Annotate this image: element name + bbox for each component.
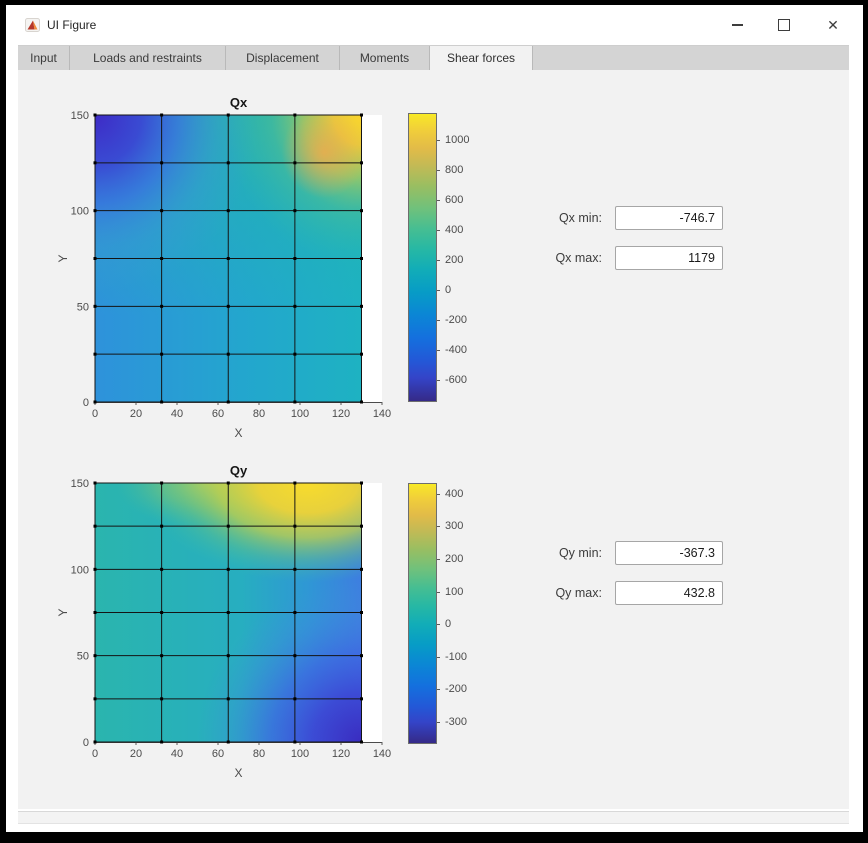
- colorbar-tick-label: 200: [445, 253, 464, 266]
- colorbar-tick-label: 300: [445, 520, 464, 533]
- qx-max-label: Qx max:: [555, 251, 602, 265]
- y-tick-label: 0: [83, 737, 89, 749]
- x-tick-label: 20: [130, 408, 142, 420]
- x-tick-label: 120: [332, 748, 350, 760]
- qy-colorbar: 400 300 200 100 0 -100 -200 -300: [408, 483, 503, 744]
- colorbar-tick-mark: [437, 591, 440, 593]
- minimize-button[interactable]: [719, 11, 755, 39]
- qy-min-field[interactable]: [615, 541, 723, 565]
- window-title: UI Figure: [47, 18, 97, 32]
- y-tick-label: 50: [77, 651, 89, 663]
- matlab-icon: [25, 18, 40, 32]
- colorbar-tick-label: 600: [445, 193, 464, 206]
- y-tick-label: 100: [71, 564, 89, 576]
- colorbar-tick-label: -600: [445, 373, 468, 386]
- colorbar-tick-label: 800: [445, 163, 464, 176]
- colorbar-tick-label: -200: [445, 683, 468, 696]
- y-tick-label: 100: [71, 206, 89, 218]
- colorbar-tick-mark: [437, 319, 440, 321]
- tab-bar: Input Loads and restraints Displacement …: [18, 45, 849, 70]
- y-tick-label: 50: [77, 301, 89, 313]
- shear-forces-panel: 0 20 40 60 80 100 120 140 0 50 100 150 Qx X Y 1000 800 6…: [18, 70, 849, 809]
- plot-title: Qx: [230, 95, 248, 110]
- qx-colorbar-gradient: [408, 113, 437, 402]
- y-tick-label: 150: [71, 478, 89, 490]
- plot-title: Qy: [230, 463, 248, 478]
- x-axis-label: X: [234, 766, 242, 780]
- mesh-nodes: [93, 481, 363, 744]
- x-tick-label: 80: [253, 408, 265, 420]
- close-button[interactable]: ✕: [815, 11, 851, 39]
- colorbar-tick-label: -100: [445, 650, 468, 663]
- colorbar-tick-label: 100: [445, 585, 464, 598]
- close-icon: ✕: [827, 17, 839, 33]
- colorbar-tick-label: 400: [445, 223, 464, 236]
- x-axis-label: X: [234, 426, 242, 440]
- colorbar-tick-label: -400: [445, 343, 468, 356]
- colorbar-tick-mark: [437, 526, 440, 528]
- colorbar-tick-mark: [437, 169, 440, 171]
- qx-max-field[interactable]: [615, 246, 723, 270]
- y-tick-label: 0: [83, 397, 89, 409]
- colorbar-tick-label: 1000: [445, 133, 470, 146]
- tab-input[interactable]: Input: [18, 46, 70, 70]
- x-tick-label: 120: [332, 408, 350, 420]
- tab-shear-forces[interactable]: Shear forces: [430, 46, 533, 70]
- colorbar-tick-mark: [437, 722, 440, 724]
- qx-min-label: Qx min:: [558, 211, 602, 225]
- tab-displacement[interactable]: Displacement: [226, 46, 340, 70]
- qx-colorbar: 1000 800 600 400 200 0 -200 -400 -600: [408, 113, 503, 402]
- y-tick-label: 150: [71, 110, 89, 122]
- x-tick-label: 40: [171, 748, 183, 760]
- colorbar-tick-label: 0: [445, 283, 452, 296]
- qy-heatmap-plot: 0 20 40 60 80 100 120 140 0 50 100 150 Qy X Y: [56, 463, 391, 780]
- x-tick-label: 60: [212, 408, 224, 420]
- figure-bottom-strip: [18, 811, 849, 824]
- y-axis-label: Y: [56, 254, 70, 262]
- y-axis-label: Y: [56, 608, 70, 616]
- minimize-icon: [731, 24, 743, 26]
- colorbar-tick-mark: [437, 624, 440, 626]
- colorbar-tick-mark: [437, 493, 440, 495]
- colorbar-tick-mark: [437, 349, 440, 351]
- colorbar-tick-mark: [437, 379, 440, 381]
- x-tick-label: 140: [373, 748, 391, 760]
- x-tick-label: 60: [212, 748, 224, 760]
- colorbar-tick-mark: [437, 259, 440, 261]
- colorbar-tick-mark: [437, 199, 440, 201]
- x-tick-label: 80: [253, 748, 265, 760]
- maximize-icon: [778, 19, 790, 31]
- qy-min-label: Qy min:: [558, 546, 602, 560]
- colorbar-tick-mark: [437, 229, 440, 231]
- colorbar-tick-mark: [437, 289, 440, 291]
- x-tick-label: 0: [92, 408, 98, 420]
- qy-max-field[interactable]: [615, 581, 723, 605]
- tab-loads-and-restraints[interactable]: Loads and restraints: [70, 46, 226, 70]
- mesh-nodes: [93, 113, 363, 404]
- x-tick-label: 140: [373, 408, 391, 420]
- colorbar-tick-mark: [437, 139, 440, 141]
- qy-max-label: Qy max:: [555, 586, 602, 600]
- colorbar-tick-mark: [437, 656, 440, 658]
- x-tick-label: 40: [171, 408, 183, 420]
- colorbar-tick-label: 200: [445, 552, 464, 565]
- qy-colorbar-gradient: [408, 483, 437, 744]
- tab-moments[interactable]: Moments: [340, 46, 430, 70]
- titlebar: UI Figure ✕: [6, 5, 863, 45]
- x-tick-label: 100: [291, 408, 309, 420]
- colorbar-tick-mark: [437, 689, 440, 691]
- x-tick-label: 100: [291, 748, 309, 760]
- qx-min-field[interactable]: [615, 206, 723, 230]
- colorbar-tick-label: 0: [445, 618, 452, 631]
- colorbar-tick-label: -200: [445, 313, 468, 326]
- x-tick-label: 0: [92, 748, 98, 760]
- qx-heatmap-plot: 0 20 40 60 80 100 120 140 0 50 100 150 Qx X Y: [56, 95, 391, 440]
- maximize-button[interactable]: [766, 11, 802, 39]
- colorbar-tick-label: 400: [445, 487, 464, 500]
- colorbar-tick-label: -300: [445, 716, 468, 729]
- x-tick-label: 20: [130, 748, 142, 760]
- colorbar-tick-mark: [437, 558, 440, 560]
- app-window: UI Figure ✕ Input Loads and restraints D…: [6, 5, 863, 832]
